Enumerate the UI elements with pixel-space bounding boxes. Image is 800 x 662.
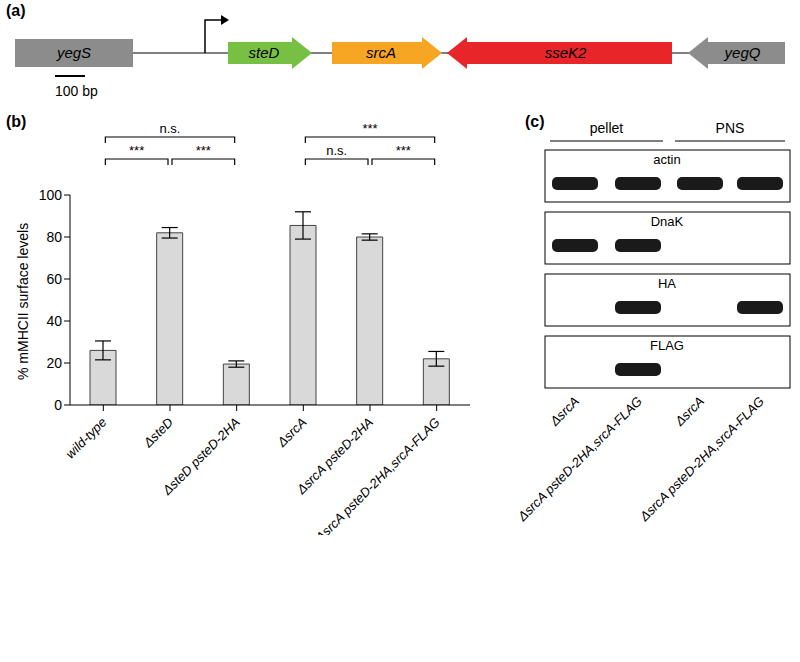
- svg-text:PNS: PNS: [716, 120, 745, 136]
- svg-text:ΔsrcA psteD-2HA,srcA-FLAG: ΔsrcA psteD-2HA,srcA-FLAG: [514, 394, 645, 525]
- svg-text:actin: actin: [653, 152, 680, 167]
- svg-text:80: 80: [46, 229, 62, 245]
- svg-text:HA: HA: [658, 276, 676, 291]
- svg-text:60: 60: [46, 271, 62, 287]
- svg-text:***: ***: [396, 143, 411, 158]
- svg-text:ΔsteD: ΔsteD: [140, 415, 176, 451]
- svg-text:20: 20: [46, 355, 62, 371]
- svg-text:sseK2: sseK2: [545, 44, 587, 61]
- svg-text:ΔsteD psteD-2HA: ΔsteD psteD-2HA: [159, 415, 243, 499]
- svg-text:FLAG: FLAG: [650, 338, 684, 353]
- svg-text:% mMHCII surface levels: % mMHCII surface levels: [15, 223, 31, 380]
- svg-text:100 bp: 100 bp: [55, 83, 98, 99]
- svg-text:DnaK: DnaK: [651, 214, 684, 229]
- svg-text:n.s.: n.s.: [160, 121, 181, 136]
- svg-text:40: 40: [46, 313, 62, 329]
- svg-text:100: 100: [39, 187, 63, 203]
- svg-text:yegS: yegS: [56, 44, 91, 61]
- svg-text:ΔsrcA: ΔsrcA: [671, 394, 707, 430]
- svg-text:***: ***: [129, 143, 144, 158]
- svg-text:pellet: pellet: [590, 120, 624, 136]
- svg-text:ΔsrcA psteD-2HA,srcA-FLAG: ΔsrcA psteD-2HA,srcA-FLAG: [636, 394, 767, 525]
- svg-text:(b): (b): [6, 115, 26, 130]
- svg-text:steD: steD: [249, 44, 280, 61]
- svg-text:0: 0: [54, 397, 62, 413]
- svg-text:(a): (a): [6, 2, 26, 19]
- svg-text:srcA: srcA: [366, 44, 396, 61]
- svg-text:yegQ: yegQ: [724, 44, 761, 61]
- svg-text:ΔsrcA: ΔsrcA: [546, 394, 582, 430]
- svg-text:ΔsrcA: ΔsrcA: [274, 415, 310, 451]
- svg-text:***: ***: [362, 121, 377, 136]
- svg-text:ΔsrcA psteD-2HA,srcA-FLAG: ΔsrcA psteD-2HA,srcA-FLAG: [312, 415, 443, 535]
- svg-text:n.s.: n.s.: [326, 143, 347, 158]
- svg-text:***: ***: [196, 143, 211, 158]
- svg-text:(c): (c): [525, 113, 545, 130]
- svg-text:wild-type: wild-type: [63, 415, 110, 462]
